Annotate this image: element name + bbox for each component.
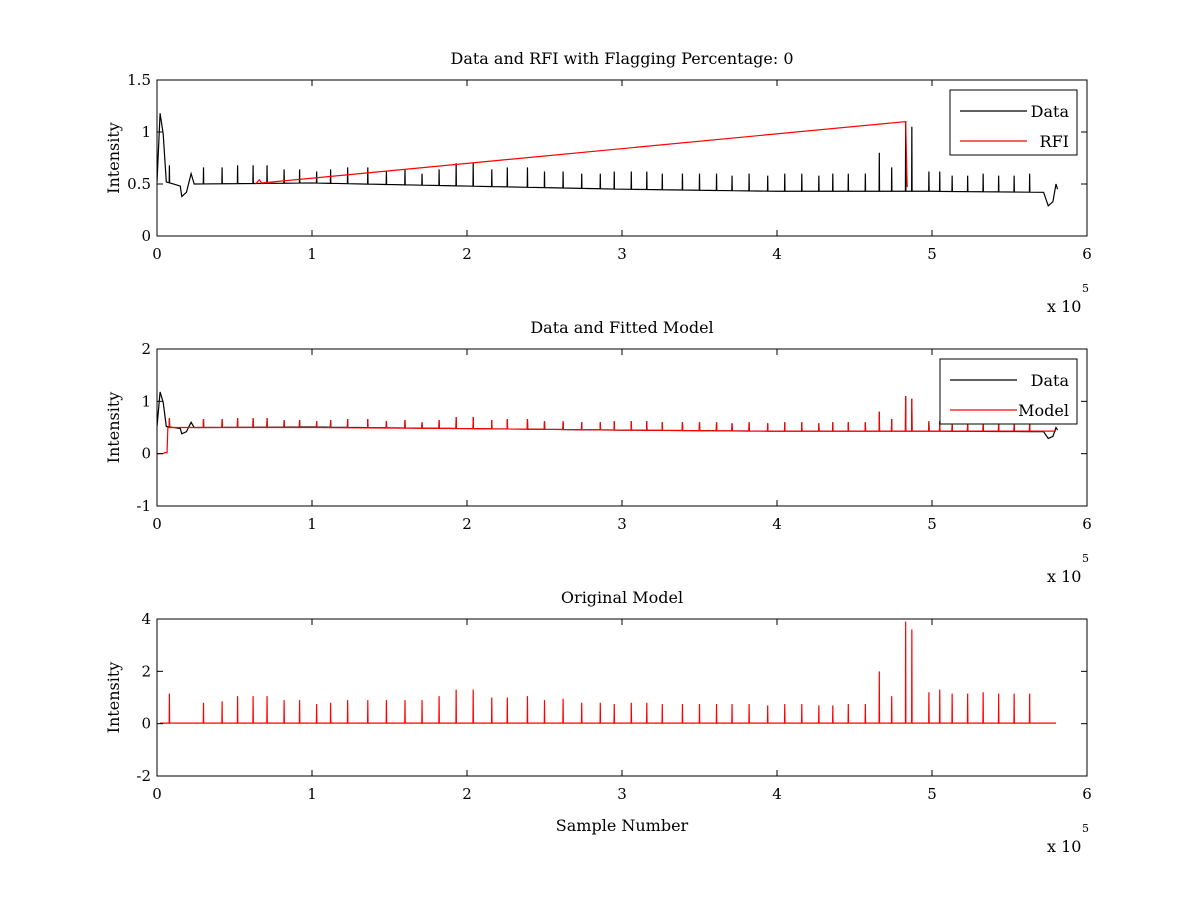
x-tick-label: 5 xyxy=(927,515,937,533)
x-tick-label: 3 xyxy=(617,515,627,533)
x-tick-label: 4 xyxy=(772,785,782,803)
x-exponent-base: x 10 xyxy=(1047,837,1081,856)
x-tick-label: 4 xyxy=(772,515,782,533)
legend-box xyxy=(949,89,1078,156)
y-tick-label: 1 xyxy=(141,123,151,141)
x-tick-label: 3 xyxy=(617,785,627,803)
y-tick-label: 0 xyxy=(141,445,151,463)
x-axis-label: Sample Number xyxy=(556,816,689,835)
legend-label-rfi: RFI xyxy=(1040,132,1069,151)
x-tick-label: 5 xyxy=(927,785,937,803)
y-tick-label: 4 xyxy=(141,610,151,628)
x-tick-label: 2 xyxy=(462,785,472,803)
legend: Data Model xyxy=(939,358,1078,425)
x-tick-label: 2 xyxy=(462,245,472,263)
x-tick-label: 6 xyxy=(1082,245,1092,263)
series-line-model xyxy=(160,621,1056,724)
series-line-model xyxy=(157,396,1056,455)
x-exponent: 5 xyxy=(1082,282,1089,295)
x-exponent-base: x 10 xyxy=(1047,297,1081,316)
y-tick-label: 0 xyxy=(141,715,151,733)
legend-box xyxy=(939,358,1078,425)
legend: Data RFI xyxy=(949,89,1078,156)
y-tick-label: 0.5 xyxy=(127,175,151,193)
series-line-data xyxy=(157,113,1059,207)
chart-title: Data and Fitted Model xyxy=(530,318,713,337)
x-tick-label: 4 xyxy=(772,245,782,263)
x-tick-label: 1 xyxy=(307,245,317,263)
chart-title: Original Model xyxy=(561,588,683,607)
x-tick-label: 0 xyxy=(152,785,162,803)
y-axis-label: Intensity xyxy=(104,662,123,734)
x-exponent: 5 xyxy=(1082,822,1089,835)
x-exponent: 5 xyxy=(1082,552,1089,565)
y-tick-label: 2 xyxy=(141,662,151,680)
series-line-rfi xyxy=(254,120,908,188)
legend-label-data: Data xyxy=(1031,102,1070,121)
y-axis-label: Intensity xyxy=(104,122,123,194)
y-tick-label: 2 xyxy=(141,340,151,358)
y-tick-label: -2 xyxy=(136,767,151,785)
y-tick-label: 0 xyxy=(141,227,151,245)
x-exponent-base: x 10 xyxy=(1047,567,1081,586)
x-tick-label: 1 xyxy=(307,515,317,533)
panel-data-and-rfi: 0 1 2 3 4 5 6 0 0.5 1 1.5 Data and RFI with Flaggin… xyxy=(104,49,1092,316)
x-tick-label: 0 xyxy=(152,515,162,533)
x-tick-label: 3 xyxy=(617,245,627,263)
x-tick-label: 6 xyxy=(1082,785,1092,803)
x-tick-label: 6 xyxy=(1082,515,1092,533)
x-tick-label: 2 xyxy=(462,515,472,533)
chart-title: Data and RFI with Flagging Percentage: 0 xyxy=(450,49,793,68)
x-tick-label: 5 xyxy=(927,245,937,263)
y-tick-label: 1.5 xyxy=(127,71,151,89)
y-axis-label: Intensity xyxy=(104,392,123,464)
legend-label-data: Data xyxy=(1031,371,1070,390)
x-tick-label: 0 xyxy=(152,245,162,263)
y-tick-label: -1 xyxy=(136,497,151,515)
legend-label-model: Model xyxy=(1018,401,1069,420)
y-tick-label: 1 xyxy=(141,392,151,410)
x-tick-label: 1 xyxy=(307,785,317,803)
